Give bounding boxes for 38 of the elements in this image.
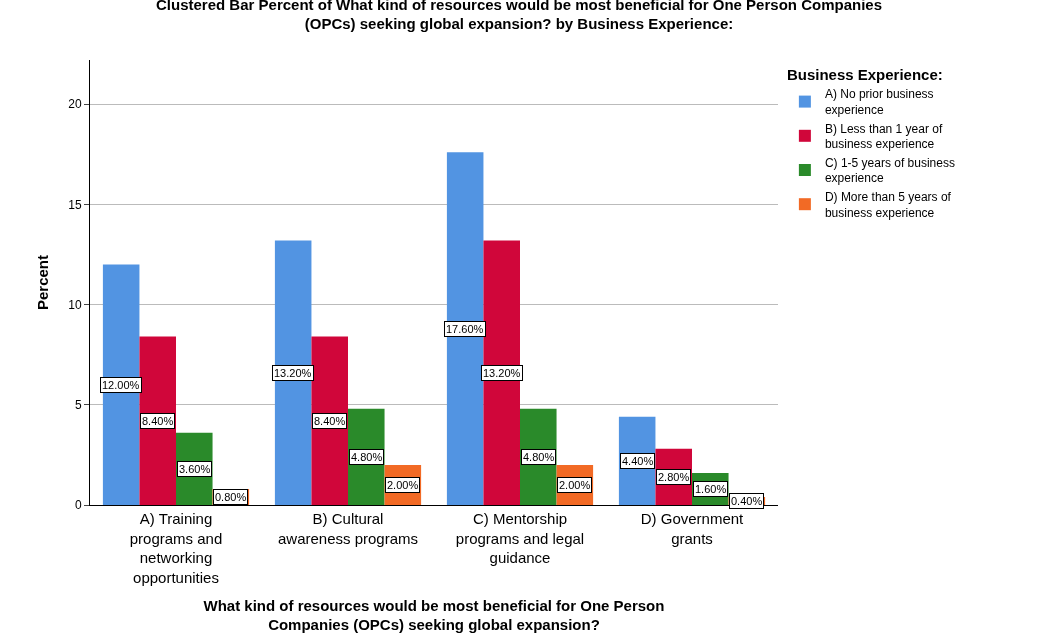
y-tick-label: 20 xyxy=(68,97,82,112)
legend-label: D) More than 5 years of business experience xyxy=(824,190,952,220)
y-tick-label: 10 xyxy=(68,297,82,312)
data-label: 4.80% xyxy=(351,451,383,463)
data-label: 4.40% xyxy=(622,455,654,467)
bar xyxy=(483,240,520,505)
legend-label: A) No prior business experience xyxy=(824,87,934,118)
data-label: 3.60% xyxy=(179,463,211,475)
x-tick-label: D) Government grants xyxy=(640,510,745,547)
data-label: 4.80% xyxy=(523,451,555,463)
x-axis-title: What kind of resources would be most beneficial for One Person Companies (OPCs) seeking global expansion? xyxy=(203,596,665,633)
data-label: 2.80% xyxy=(658,471,690,483)
data-label: 13.20% xyxy=(274,367,312,379)
bar xyxy=(446,152,484,505)
legend-title: Business Experience: xyxy=(786,65,943,83)
legend-label: B) Less than 1 year of business experience xyxy=(824,121,943,152)
bar xyxy=(274,240,312,505)
data-label: 8.40% xyxy=(142,415,174,427)
y-tick-label: 15 xyxy=(68,197,82,212)
data-label: 0.80% xyxy=(215,491,247,503)
x-tick-label: C) Mentorship programs and legal guidance xyxy=(455,510,585,566)
data-label: 17.60% xyxy=(446,323,484,335)
x-tick-label: A) Training programs and networking opportunities xyxy=(129,510,223,586)
data-label: 2.00% xyxy=(387,479,419,491)
data-label: 12.00% xyxy=(102,379,140,391)
legend-label: C) 1-5 years of business experience xyxy=(824,155,955,186)
bar xyxy=(102,264,140,505)
y-axis-title: Percent xyxy=(34,254,52,311)
data-label: 1.60% xyxy=(695,483,727,495)
y-tick-label: 0 xyxy=(74,498,82,513)
y-tick-label: 5 xyxy=(74,397,82,412)
data-label: 0.40% xyxy=(731,495,763,507)
data-label: 8.40% xyxy=(314,415,346,427)
data-label: 2.00% xyxy=(559,479,591,491)
bar xyxy=(139,336,176,505)
bar xyxy=(311,336,348,505)
x-tick-label: B) Cultural awareness programs xyxy=(277,510,419,547)
data-label: 13.20% xyxy=(483,367,521,379)
